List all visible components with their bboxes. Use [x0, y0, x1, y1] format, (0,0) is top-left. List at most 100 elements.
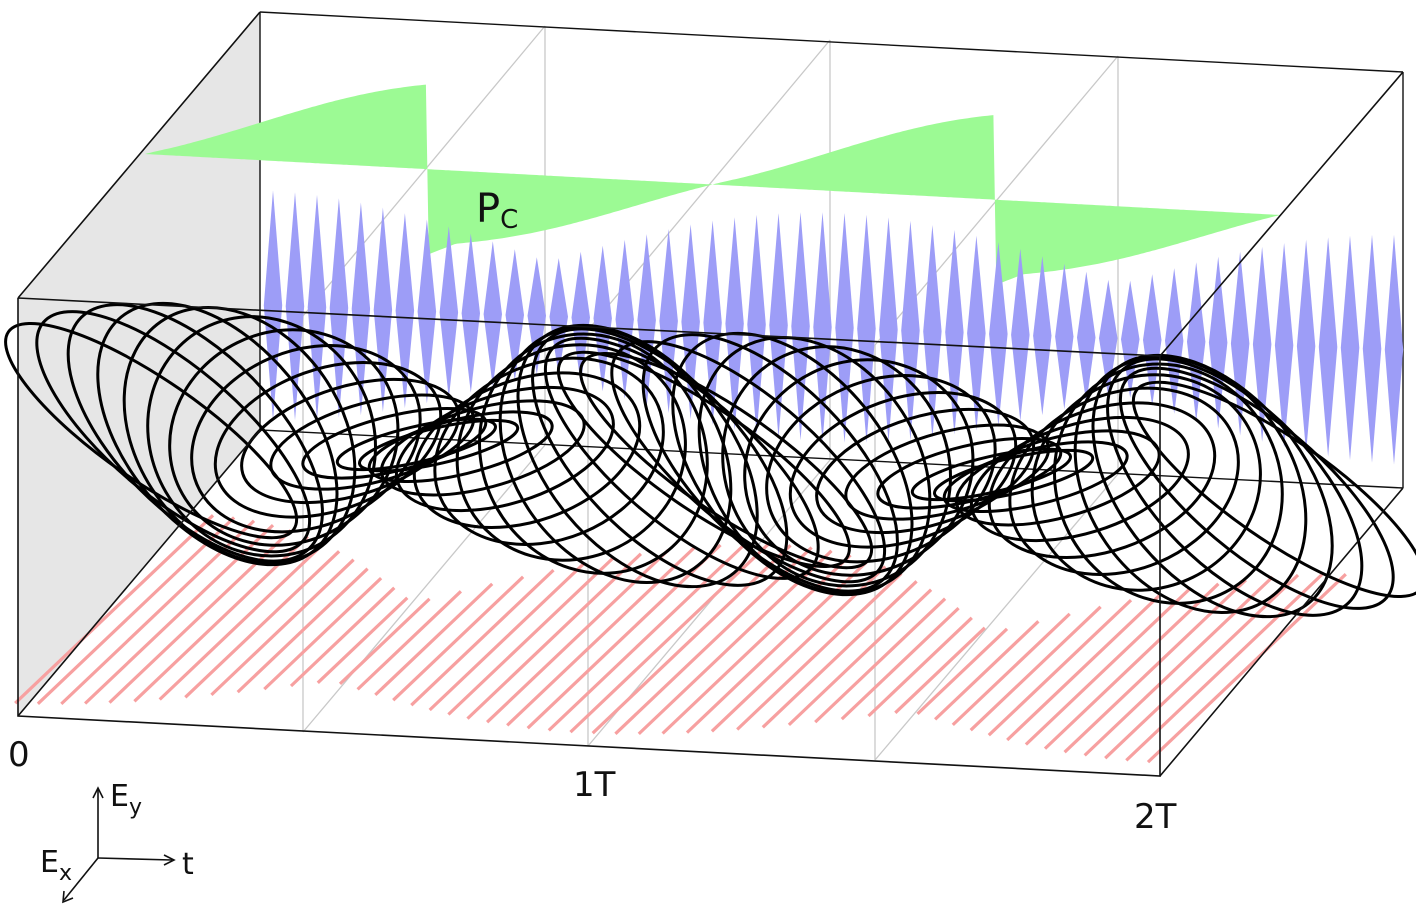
ex-spike	[787, 588, 933, 727]
ex-spike	[392, 575, 525, 702]
tick-label-0: 0	[8, 735, 30, 775]
ey-spike	[395, 213, 415, 409]
ex-spike	[1083, 575, 1274, 757]
ey-spike	[989, 242, 1008, 426]
axis-label-ey: Ey	[110, 779, 142, 820]
ex-spike	[447, 557, 614, 716]
ey-spike	[285, 192, 305, 421]
ey-spike	[813, 212, 832, 442]
ex-spike	[1125, 572, 1324, 762]
ex-spike	[840, 606, 960, 721]
field-ellipse	[721, 345, 952, 588]
ex-spike	[1024, 587, 1192, 746]
ey-spike	[857, 214, 876, 443]
field-ellipse	[910, 447, 1072, 502]
ey-spike	[439, 226, 459, 399]
ex-spike	[428, 562, 585, 712]
ey-spike	[593, 245, 612, 392]
ey-spike	[901, 220, 920, 441]
ex-spike	[36, 516, 236, 705]
ey-spike	[1230, 251, 1250, 436]
ex-spike	[158, 542, 325, 701]
field-ellipse	[455, 343, 687, 562]
pc-projection	[145, 84, 1280, 285]
ey-spike	[725, 217, 744, 430]
field-ellipse	[367, 410, 554, 483]
ey-spike	[1143, 274, 1162, 406]
tick-label-1t: 1T	[573, 765, 616, 805]
ex-spike	[547, 542, 747, 732]
ey-spike	[1033, 256, 1052, 416]
ey-spike	[835, 213, 854, 443]
ex-spike	[184, 550, 341, 699]
field-ellipse	[942, 440, 1129, 513]
ey-spike	[1187, 262, 1206, 422]
field-ellipse	[743, 358, 975, 577]
field-ellipse	[1131, 380, 1416, 599]
field-ellipse	[765, 374, 997, 564]
field-ellipse	[788, 390, 1018, 549]
ex-spike	[987, 598, 1133, 737]
ex-spike	[210, 558, 355, 697]
ex-spike	[761, 580, 918, 729]
ey-spike	[461, 233, 480, 393]
ex-spike	[466, 552, 643, 720]
ey-spike	[1055, 263, 1074, 410]
field-trace	[4, 301, 1416, 619]
ex-spike	[506, 545, 697, 727]
ey-projection	[263, 190, 1404, 465]
ex-spike	[736, 572, 903, 731]
ex-spike	[916, 627, 1009, 716]
ex-spike	[1146, 573, 1347, 764]
ey-spike	[1252, 246, 1272, 442]
ex-spike	[374, 582, 494, 697]
pc-fill	[145, 84, 1280, 285]
ex-spike	[814, 597, 947, 724]
ey-spike	[923, 225, 942, 438]
field-ellipse	[335, 417, 497, 472]
ey-spike	[967, 235, 986, 431]
ey-spike	[1011, 248, 1030, 421]
ex-spike	[485, 548, 670, 724]
ey-spike	[1077, 271, 1096, 404]
field-ellipse	[987, 401, 1217, 560]
axes-legend	[62, 786, 176, 904]
field-ellipse	[556, 350, 851, 569]
ex-spike	[867, 616, 973, 718]
ey-spike	[1296, 239, 1316, 453]
ex-projection	[14, 514, 1347, 764]
ex-spike	[1063, 578, 1248, 754]
ex-spike	[969, 605, 1102, 732]
ey-spike	[747, 214, 766, 435]
field-ellipse	[146, 315, 377, 558]
ex-spike	[661, 553, 852, 735]
field-ellipse	[1030, 373, 1262, 592]
ex-spike	[410, 568, 555, 707]
field-ellipse	[190, 344, 422, 534]
ey-spike	[791, 212, 810, 441]
ex-spike	[1104, 573, 1300, 760]
ey-spike	[483, 241, 502, 387]
ey-spike	[307, 194, 327, 420]
ey-spike	[505, 249, 524, 381]
field-ellipse	[697, 336, 932, 595]
ey-spike	[769, 213, 788, 438]
ey-spike	[879, 217, 898, 442]
ex-spike	[338, 597, 431, 686]
ey-spike	[1165, 268, 1184, 414]
ex-spike	[894, 626, 986, 714]
ey-spike	[571, 251, 590, 384]
ey-spike	[1208, 256, 1228, 429]
ex-spike	[236, 567, 369, 694]
ey-spike	[703, 220, 722, 425]
ex-spike	[263, 576, 383, 691]
ey-spike	[1340, 235, 1360, 461]
ex-spike	[951, 612, 1071, 727]
ex-spike	[1006, 592, 1163, 742]
ey-spike	[1318, 237, 1338, 457]
ex-spike	[933, 620, 1040, 721]
ey-spike	[1362, 234, 1382, 463]
ey-spike	[1384, 234, 1404, 465]
ex-spike	[289, 586, 396, 688]
